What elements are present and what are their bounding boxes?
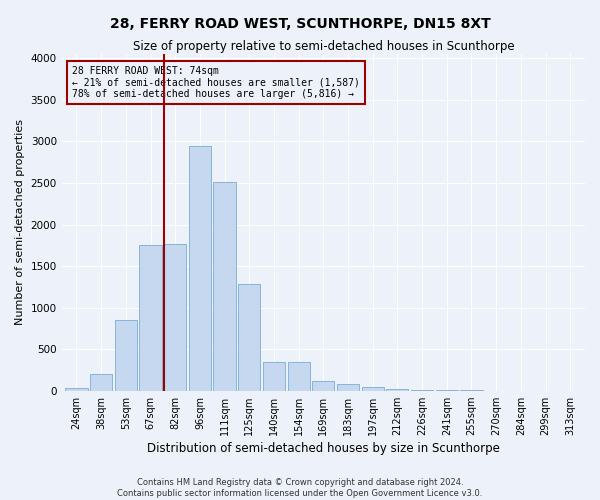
- Title: Size of property relative to semi-detached houses in Scunthorpe: Size of property relative to semi-detach…: [133, 40, 514, 53]
- Bar: [337, 384, 359, 390]
- Bar: [189, 146, 211, 390]
- Text: 28, FERRY ROAD WEST, SCUNTHORPE, DN15 8XT: 28, FERRY ROAD WEST, SCUNTHORPE, DN15 8X…: [110, 18, 490, 32]
- X-axis label: Distribution of semi-detached houses by size in Scunthorpe: Distribution of semi-detached houses by …: [147, 442, 500, 455]
- Bar: [238, 284, 260, 391]
- Text: 28 FERRY ROAD WEST: 74sqm
← 21% of semi-detached houses are smaller (1,587)
78% : 28 FERRY ROAD WEST: 74sqm ← 21% of semi-…: [72, 66, 360, 99]
- Bar: [139, 246, 161, 390]
- Bar: [362, 388, 384, 390]
- Bar: [164, 244, 187, 390]
- Bar: [115, 320, 137, 390]
- Y-axis label: Number of semi-detached properties: Number of semi-detached properties: [15, 120, 25, 326]
- Bar: [386, 389, 409, 390]
- Bar: [214, 182, 236, 390]
- Bar: [312, 381, 334, 390]
- Text: Contains HM Land Registry data © Crown copyright and database right 2024.
Contai: Contains HM Land Registry data © Crown c…: [118, 478, 482, 498]
- Bar: [263, 362, 285, 390]
- Bar: [65, 388, 88, 390]
- Bar: [90, 374, 112, 390]
- Bar: [287, 362, 310, 390]
